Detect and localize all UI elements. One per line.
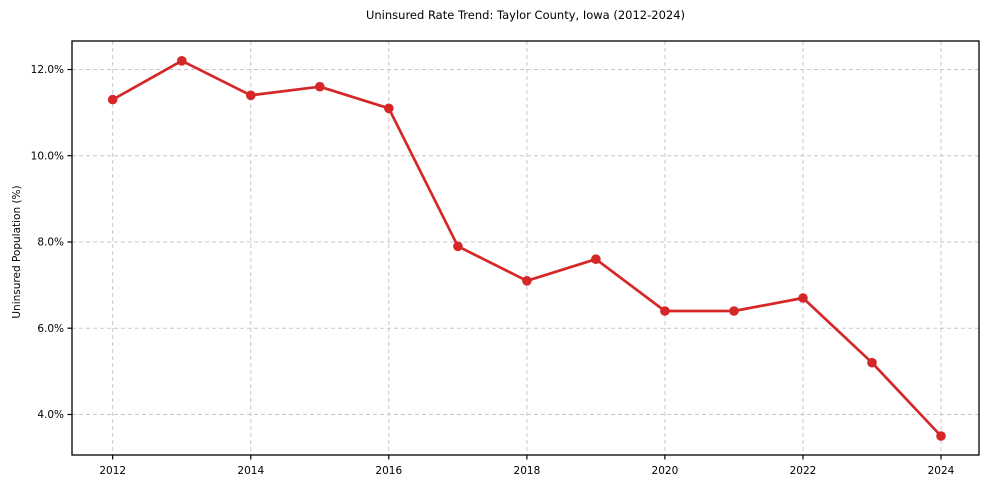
x-tick-label: 2018 [514,465,541,477]
data-point-2020 [660,306,670,316]
x-tick-label: 2016 [375,465,402,477]
y-tick-label: 10.0% [31,150,64,162]
data-point-2014 [246,90,256,101]
data-point-2021 [729,306,739,316]
chart-title: Uninsured Rate Trend: Taylor County, Iow… [365,8,686,22]
y-tick-label: 12.0% [31,64,64,76]
data-point-2017 [453,241,463,252]
data-point-2012 [107,94,118,105]
y-tick-label: 6.0% [37,323,64,335]
data-point-2015 [315,81,325,92]
x-tick-label: 2020 [652,465,679,477]
data-point-2016 [384,103,394,114]
x-tick-label: 2022 [790,465,817,477]
y-axis-label: Uninsured Population (%) [11,185,23,319]
plot-frame [71,40,980,456]
y-tick-label: 8.0% [37,237,64,249]
x-tick-label: 2024 [928,465,955,477]
data-point-2023 [867,357,877,368]
y-tick-label: 4.0% [37,409,64,421]
data-point-2024 [936,431,946,441]
data-point-2013 [177,56,187,66]
data-point-2018 [522,276,532,286]
x-tick-label: 2014 [237,465,264,477]
data-point-2022 [798,293,808,303]
data-point-2019 [591,254,601,264]
x-tick-label: 2012 [99,465,126,477]
